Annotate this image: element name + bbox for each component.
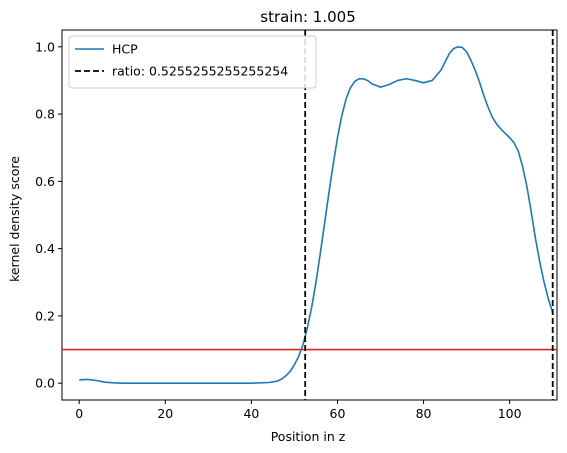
x-tick-label: 0 (75, 406, 83, 421)
y-tick-label: 0.4 (35, 241, 55, 256)
y-axis-ticks: 0.0 0.2 0.4 0.6 0.8 1.0 (35, 39, 62, 391)
x-tick-label: 60 (330, 406, 346, 421)
y-tick-label: 1.0 (35, 39, 55, 54)
y-tick-label: 0.8 (35, 107, 55, 122)
x-tick-label: 40 (243, 406, 259, 421)
legend: HCP ratio: 0.5255255255255254 (68, 35, 317, 89)
x-axis-label: Position in z (271, 429, 346, 444)
y-axis-label: kernel density score (7, 156, 22, 282)
y-tick-label: 0.6 (35, 174, 55, 189)
chart-marks (62, 30, 557, 400)
y-tick-label: 0.2 (35, 308, 55, 323)
legend-label-hcp: HCP (112, 42, 138, 57)
legend-box (68, 35, 317, 89)
x-tick-label: 100 (498, 406, 522, 421)
x-axis-ticks: 0 20 40 60 80 100 (75, 400, 522, 421)
series-line-hcp (79, 46, 554, 384)
x-tick-label: 80 (416, 406, 432, 421)
y-tick-label: 0.0 (35, 376, 55, 391)
legend-label-ratio: ratio: 0.5255255255255254 (112, 64, 288, 79)
plot-area: 0 20 40 60 80 100 0.0 0.2 0.4 0.6 0.8 1.0 (35, 29, 558, 421)
chart-title: strain: 1.005 (260, 8, 356, 26)
plot-frame (61, 29, 558, 401)
x-tick-label: 20 (157, 406, 173, 421)
